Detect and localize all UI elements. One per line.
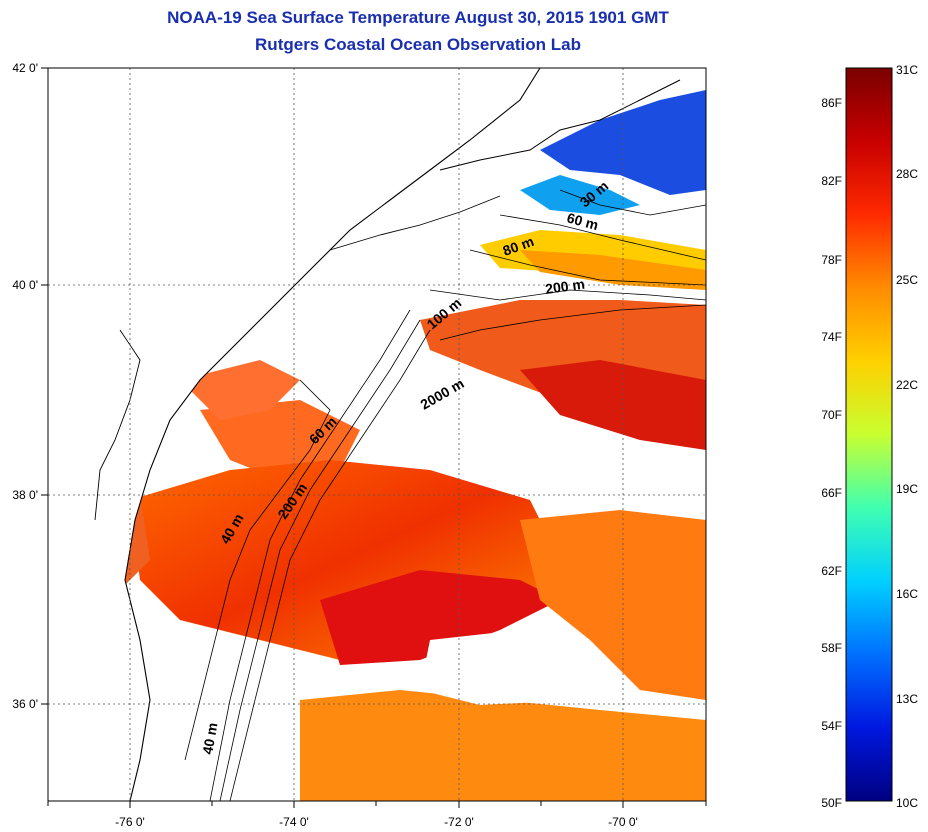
colorbar-f-label: 62F: [821, 564, 842, 578]
colorbar-gradient: [845, 67, 893, 802]
colorbar-c-label: 13C: [896, 692, 918, 706]
lat-tick-label: 42 0': [12, 61, 38, 75]
shelf-water-patch: [520, 250, 706, 290]
colorbar-c-label: 25C: [896, 273, 918, 287]
colorbar-c-label: 19C: [896, 482, 918, 496]
lat-tick-label: 36 0': [12, 697, 38, 711]
colorbar-f-label: 50F: [821, 796, 842, 810]
cool-water-patch: [520, 175, 640, 215]
warm-water-patch: [300, 690, 706, 801]
cloud-gap: [560, 445, 706, 510]
map-frame: [47, 67, 707, 802]
land-area: [48, 68, 540, 801]
colorbar-c-label: 10C: [896, 796, 918, 810]
lon-tick-label: -74 0': [279, 815, 309, 829]
contour-label: 60 m: [565, 209, 600, 233]
coastline: [94, 329, 141, 521]
lon-tick-label: -70 0': [608, 815, 638, 829]
sst-field: [48, 68, 706, 801]
colorbar-f-label: 54F: [821, 719, 842, 733]
contour-label: 200 m: [544, 276, 586, 297]
warm-water-patch: [180, 360, 300, 420]
graticule: [48, 68, 706, 801]
colorbar-f-label: 74F: [821, 330, 842, 344]
coastline: [439, 79, 681, 171]
colorbar-f-label: 82F: [821, 174, 842, 188]
cold-water-patch: [540, 90, 706, 195]
lon-tick-label: -76 0': [115, 815, 145, 829]
lat-tick-label: 40 0': [12, 278, 38, 292]
cloud-gap: [420, 630, 600, 705]
chart-title: NOAA-19 Sea Surface Temperature August 3…: [167, 8, 669, 27]
chart-subtitle: Rutgers Coastal Ocean Observation Lab: [255, 35, 581, 54]
colorbar-c-label: 22C: [896, 378, 918, 392]
colorbar-f-label: 78F: [821, 253, 842, 267]
colorbar-c-label: 31C: [896, 63, 918, 77]
colorbar-f-label: 86F: [821, 96, 842, 110]
bathymetry-contours: [184, 189, 706, 801]
warm-water-patch: [520, 510, 706, 700]
colorbar-c-label: 28C: [896, 167, 918, 181]
coastline: [329, 195, 501, 251]
tick-marks: [41, 67, 707, 808]
lon-tick-label: -72 0': [444, 815, 474, 829]
warm-water-patch: [520, 360, 706, 450]
cloud-gap: [400, 405, 520, 470]
warm-water-patch: [320, 570, 560, 665]
coastline: [124, 68, 541, 801]
warm-water-patch: [200, 400, 360, 480]
colorbar-f-label: 70F: [821, 408, 842, 422]
colorbar-f-label: 58F: [821, 641, 842, 655]
contour-label: 40 m: [199, 721, 220, 755]
colorbar-f-label: 66F: [821, 486, 842, 500]
colorbar-c-label: 16C: [896, 587, 918, 601]
lat-tick-label: 38 0': [12, 488, 38, 502]
